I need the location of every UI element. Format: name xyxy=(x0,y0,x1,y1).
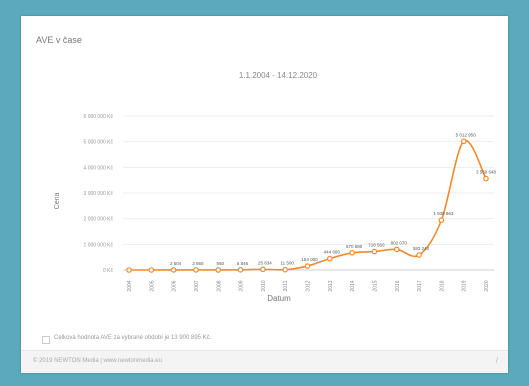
total-note: Celková hodnota AVE za vybrané období je… xyxy=(54,335,212,341)
data-point xyxy=(148,267,155,273)
x-tick-label: 2007 xyxy=(194,280,200,291)
x-tick-label: 2009 xyxy=(239,280,245,291)
chart-title: 1.1.2004 - 14.12.2020 xyxy=(239,71,318,80)
data-label: 11 500 xyxy=(280,261,294,266)
x-tick-label: 2010 xyxy=(261,280,267,291)
data-label: 5 012 950 xyxy=(456,132,477,137)
data-label: 2 504 xyxy=(170,261,182,266)
data-point xyxy=(260,266,266,273)
footer-text: © 2019 NEWTON Media | www.newtonmedia.eu xyxy=(33,358,162,364)
x-tick-label: 2020 xyxy=(484,280,490,291)
y-tick-label: 6 000 000 Kč xyxy=(84,114,114,120)
y-tick-label: 1 000 000 Kč xyxy=(84,242,114,248)
card-title: AVE v čase xyxy=(36,35,82,45)
data-point xyxy=(483,175,489,182)
x-tick-label: 2016 xyxy=(395,280,401,291)
x-tick-label: 2005 xyxy=(149,280,155,291)
data-point xyxy=(349,249,355,256)
data-label: 3 660 xyxy=(192,261,204,266)
data-label: 583 240 xyxy=(413,246,430,251)
data-label: 25 834 xyxy=(258,260,272,265)
data-label: 444 666 xyxy=(324,250,341,255)
data-label: 3 560 648 xyxy=(476,170,497,175)
data-point xyxy=(237,267,244,273)
x-tick-label: 2014 xyxy=(350,280,356,291)
series-line xyxy=(128,139,487,271)
data-label: 560 xyxy=(216,261,224,266)
y-tick-label: 2 000 000 Kč xyxy=(84,217,114,223)
x-tick-label: 2008 xyxy=(216,280,222,291)
data-label: 154 000 xyxy=(301,257,318,262)
data-point xyxy=(327,255,333,262)
footer-resize-icon[interactable]: / xyxy=(495,356,498,365)
data-label: 802 070 xyxy=(391,240,408,245)
y-axis-label: Cena xyxy=(54,193,61,210)
data-point xyxy=(126,267,132,273)
x-tick-label: 2012 xyxy=(306,280,312,291)
y-tick-label: 3 000 000 Kč xyxy=(84,191,114,197)
x-tick-label: 2017 xyxy=(417,280,423,291)
data-label: 670 680 xyxy=(346,244,363,249)
x-tick-label: 2013 xyxy=(328,280,334,291)
x-tick-label: 2004 xyxy=(127,280,133,291)
data-label: 718 560 xyxy=(368,243,385,248)
footer: © 2019 NEWTON Media | www.newtonmedia.eu… xyxy=(21,350,508,373)
data-label: 6 846 xyxy=(237,261,249,266)
note-marker xyxy=(42,336,50,344)
line-chart: 1.1.2004 - 14.12.2020 Cena Datum 2 504 3 … xyxy=(54,71,497,303)
data-label: 1 938 663 xyxy=(433,211,454,216)
data-point xyxy=(193,267,199,273)
data-point xyxy=(393,246,400,253)
y-tick-label: 0 Kč xyxy=(103,268,114,274)
y-tick-label: 5 000 000 Kč xyxy=(84,140,114,146)
x-tick-label: 2018 xyxy=(439,280,445,291)
data-point xyxy=(416,252,422,258)
data-point xyxy=(282,266,288,273)
x-tick-label: 2011 xyxy=(283,280,289,291)
data-point xyxy=(460,138,467,145)
data-point xyxy=(170,267,177,273)
data-point xyxy=(438,217,445,224)
y-tick-label: 4 000 000 Kč xyxy=(84,165,114,171)
x-tick-label: 2006 xyxy=(172,280,178,291)
chart-card: AVE v čase 1.1.2004 - 14.12.2020 Cena Da… xyxy=(21,16,508,373)
data-point xyxy=(304,263,311,269)
data-point xyxy=(215,267,222,273)
x-tick-label: 2015 xyxy=(372,280,378,291)
data-point xyxy=(371,248,378,255)
x-tick-label: 2019 xyxy=(462,280,468,291)
x-axis-label: Datum xyxy=(267,294,291,303)
